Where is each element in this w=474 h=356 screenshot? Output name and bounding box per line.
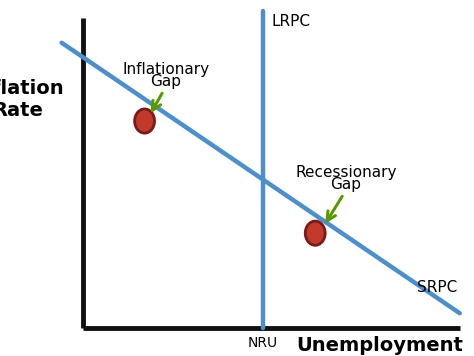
Text: Unemployment
Rate: Unemployment Rate	[296, 336, 463, 356]
Text: Inflation
Rate: Inflation Rate	[0, 79, 64, 120]
Text: Inflationary: Inflationary	[122, 62, 210, 77]
Text: Gap: Gap	[150, 74, 182, 89]
Text: NRU: NRU	[248, 336, 278, 350]
Ellipse shape	[135, 109, 155, 133]
Text: Gap: Gap	[330, 177, 362, 192]
Text: Recessionary: Recessionary	[295, 165, 397, 180]
Ellipse shape	[305, 221, 325, 245]
Text: SRPC: SRPC	[417, 281, 457, 295]
Text: LRPC: LRPC	[272, 14, 310, 29]
